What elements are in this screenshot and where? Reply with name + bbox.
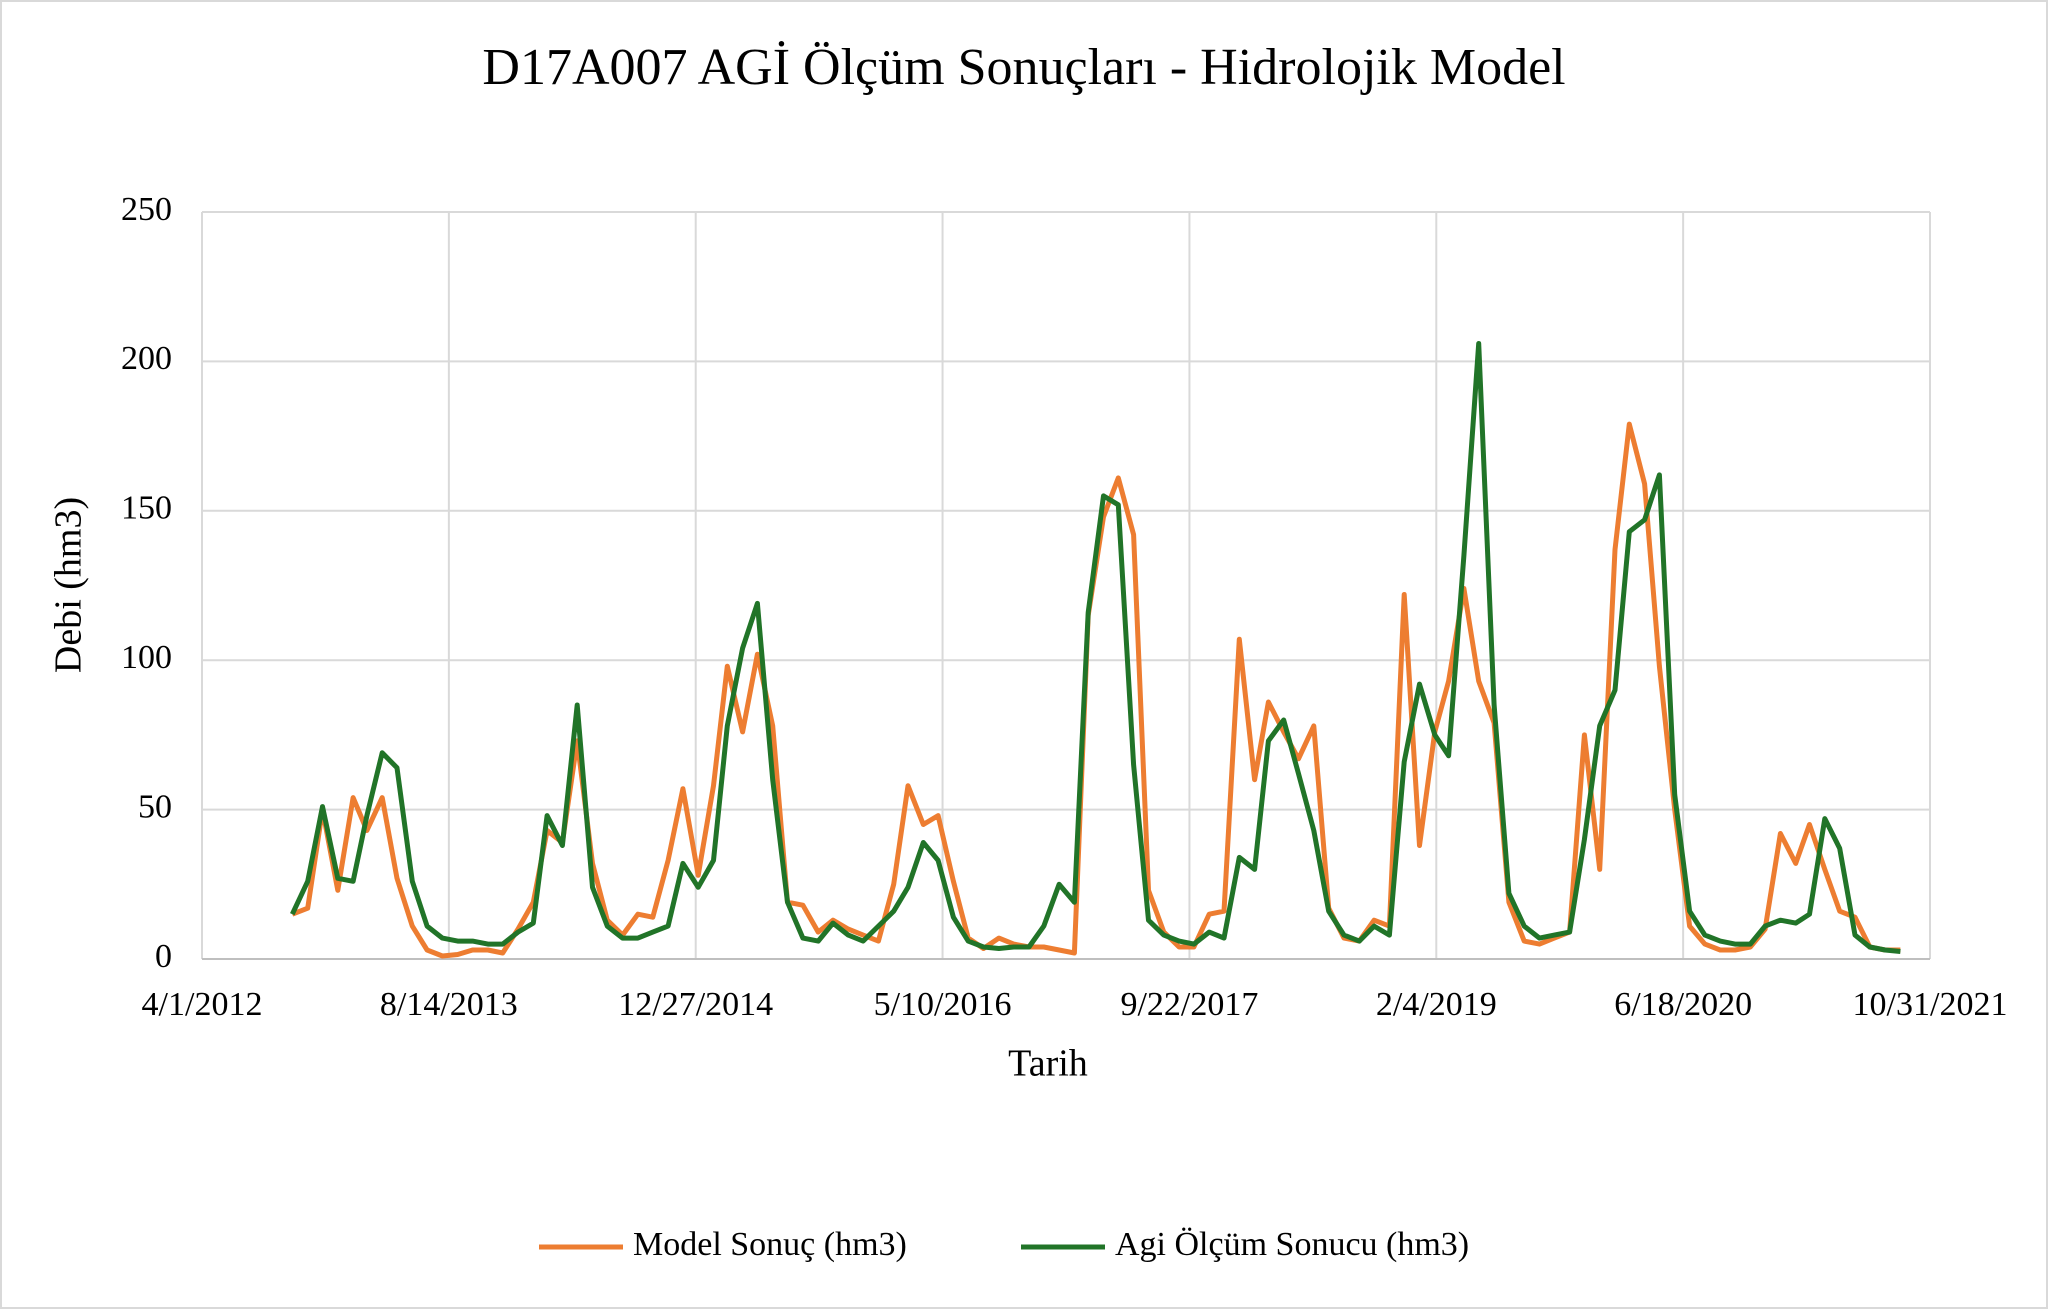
legend-label: Model Sonuç (hm3): [633, 1226, 907, 1263]
x-tick-label: 10/31/2021: [1853, 986, 2008, 1023]
legend-label: Agi Ölçüm Sonucu (hm3): [1115, 1226, 1469, 1263]
x-tick-label: 5/10/2016: [874, 986, 1012, 1023]
x-tick-label: 2/4/2019: [1376, 986, 1497, 1023]
y-tick-label: 150: [121, 490, 172, 527]
y-axis-label: Debi (hm3): [48, 497, 90, 673]
data-line: [290, 341, 1901, 954]
chart-title: D17A007 AGİ Ölçüm Sonuçları - Hidrolojik…: [482, 39, 1565, 96]
y-tick-label: 200: [121, 340, 172, 377]
x-tick-label: 4/1/2012: [142, 986, 263, 1023]
x-tick-label: 12/27/2014: [618, 986, 773, 1023]
x-tick-label: 9/22/2017: [1120, 986, 1258, 1023]
x-axis-label: Tarih: [1008, 1043, 1088, 1085]
y-tick-label: 0: [155, 938, 172, 975]
x-tick-label: 6/18/2020: [1614, 986, 1752, 1023]
y-tick-label: 100: [121, 639, 172, 676]
x-tick-label: 8/14/2013: [380, 986, 518, 1023]
y-tick-label: 250: [121, 191, 172, 228]
y-tick-label: 50: [138, 788, 172, 825]
